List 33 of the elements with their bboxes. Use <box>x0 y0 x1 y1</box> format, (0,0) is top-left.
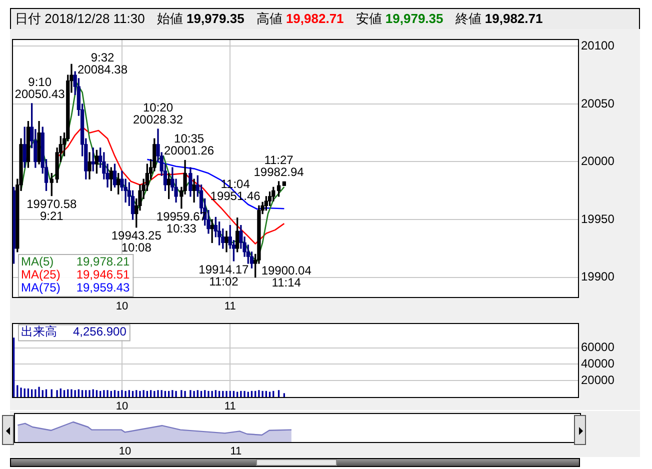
y-tick-label: 60000 <box>581 340 615 354</box>
text: MA(75) <box>21 280 60 294</box>
series-label: 出来高 <box>21 324 57 339</box>
annotation: 10:20 20028.32 <box>132 100 184 126</box>
text: MA(5) <box>21 254 54 268</box>
x-tick-label: 10 <box>118 446 132 458</box>
annotation: 19,959.43 <box>76 280 130 294</box>
y-tick-label: 19950 <box>581 212 615 226</box>
annotation: 9:32 20084.38 <box>77 50 128 77</box>
chart-subtitle: 始値 19,979.35 高値 19,982.71 安値 19,979.35 終値 19,982.71 <box>156 11 543 26</box>
annotation: 9:10 20050.43 <box>14 74 66 101</box>
candlestick <box>282 181 286 186</box>
annotation: 10:35 20001.26 <box>164 132 214 158</box>
annotation: 11:27 19982.94 <box>254 152 304 179</box>
x-tick-label: 11 <box>230 446 242 458</box>
y-tick-label: 20100 <box>581 38 615 52</box>
annotation: 19,946.51 <box>76 267 130 282</box>
x-tick-label: 10 <box>116 300 128 313</box>
y-tick-label: 19900 <box>581 270 615 284</box>
y-tick-label: 20050 <box>581 96 615 110</box>
chart-title: 日付 2018/12/28 11:30 <box>15 11 145 26</box>
y-tick-label: 40000 <box>581 356 615 371</box>
annotation: 4,256.900 <box>72 324 127 339</box>
annotation: 19900.04 11:14 <box>261 264 312 290</box>
annotation: 19914.17 11:02 <box>198 262 250 288</box>
x-tick-label: 10 <box>116 400 128 413</box>
x-tick-label: 11 <box>224 400 236 413</box>
annotation: 19970.58 9:21 <box>26 197 77 224</box>
y-tick-label: 20000 <box>581 154 615 168</box>
x-tick-label: 11 <box>224 300 236 313</box>
text: MA(25) <box>21 267 60 282</box>
annotation: 19,978.21 <box>76 254 130 268</box>
y-tick-label: 20000 <box>581 372 615 387</box>
